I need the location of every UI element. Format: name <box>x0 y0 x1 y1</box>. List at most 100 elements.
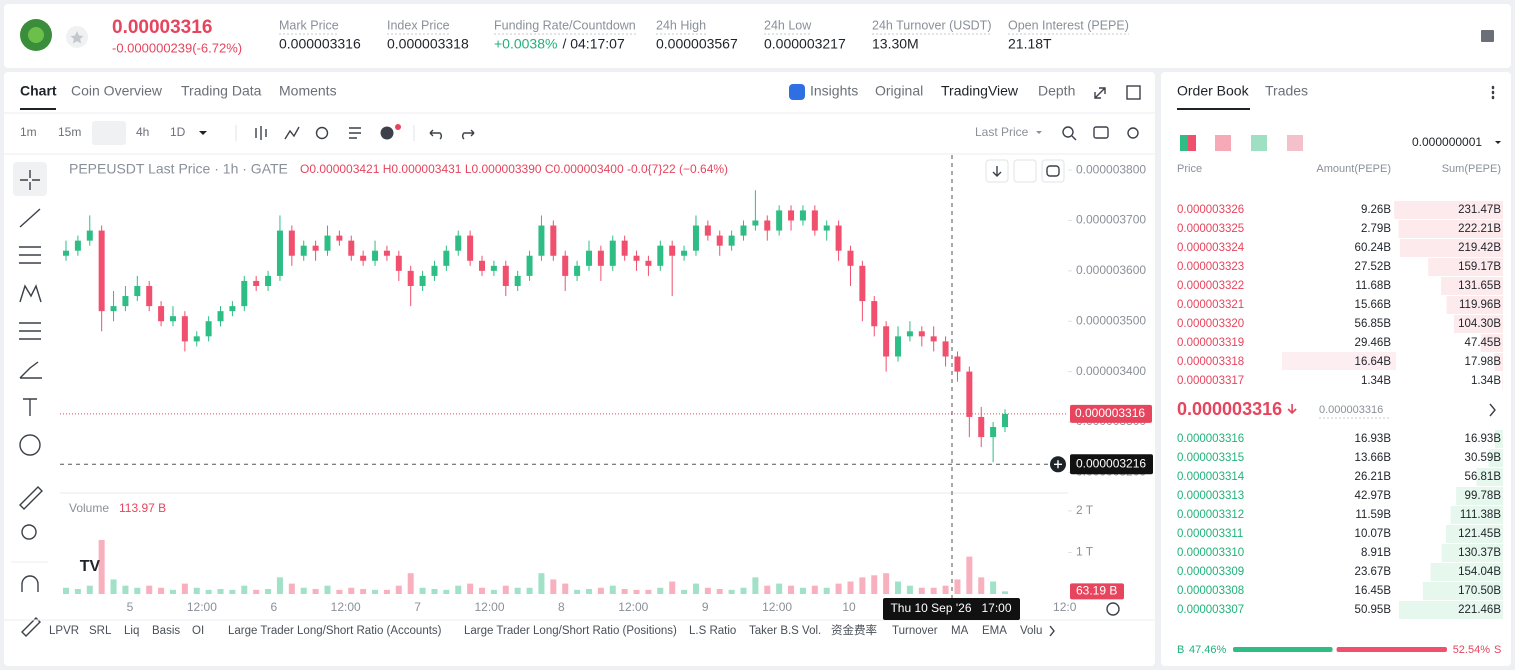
indicator[interactable]: Volu <box>1020 625 1042 637</box>
candle-body <box>372 250 379 261</box>
volume-bar <box>419 587 426 594</box>
book-price[interactable]: 0.000003322 <box>1177 280 1244 292</box>
zoom-tool[interactable] <box>21 524 37 540</box>
price-type[interactable]: Last Price <box>975 125 1029 139</box>
indicator[interactable]: SRL <box>89 625 112 637</box>
indicator[interactable]: Large Trader Long/Short Ratio (Positions… <box>464 625 677 637</box>
search-icon[interactable] <box>1062 126 1074 138</box>
interval[interactable]: 4h <box>136 125 149 139</box>
volume-bar <box>395 585 402 594</box>
book-price[interactable]: 0.000003324 <box>1177 242 1245 254</box>
book-bids-icon[interactable] <box>1251 135 1267 151</box>
book-price[interactable]: 0.000003317 <box>1177 375 1244 387</box>
brush-tool[interactable] <box>19 361 42 379</box>
channel-tool[interactable] <box>19 246 41 264</box>
book-price[interactable]: 0.000003323 <box>1177 261 1244 273</box>
text-tool[interactable] <box>23 398 37 416</box>
dropdown-arrow[interactable] <box>199 131 207 135</box>
more-arrow[interactable] <box>1049 625 1055 637</box>
view-tab[interactable]: Depth <box>1038 83 1075 99</box>
buy-ratio: 47.46% <box>1189 644 1227 656</box>
book-price[interactable]: 0.000003312 <box>1177 509 1244 521</box>
ruler-tool[interactable] <box>19 486 43 510</box>
dropdown-arrow[interactable] <box>1036 131 1042 134</box>
indicator-icon[interactable] <box>284 126 300 140</box>
dropdown-arrow[interactable] <box>1495 141 1501 144</box>
book-tab[interactable]: Order Book <box>1177 83 1250 99</box>
add-icon[interactable] <box>380 126 394 140</box>
view-tab[interactable]: Insights <box>810 83 858 99</box>
indicator[interactable]: Large Trader Long/Short Ratio (Accounts) <box>228 625 442 637</box>
line-tool[interactable] <box>19 208 41 228</box>
indicator[interactable]: EMA <box>982 625 1007 637</box>
book-price[interactable]: 0.000003307 <box>1177 604 1244 616</box>
undo-icon[interactable] <box>429 129 442 140</box>
book-price[interactable]: 0.000003321 <box>1177 299 1244 311</box>
expand-icon[interactable] <box>1094 87 1106 99</box>
tab[interactable]: Moments <box>279 83 337 99</box>
volume-bar <box>217 589 224 594</box>
candle-body <box>871 301 878 327</box>
book-price[interactable]: 0.000003313 <box>1177 490 1244 502</box>
book-asks-icon[interactable] <box>1215 135 1231 151</box>
candle-type-icon[interactable] <box>255 126 267 140</box>
indicator[interactable]: MA <box>951 625 969 637</box>
indicator[interactable]: Taker B.S Vol. <box>749 625 821 637</box>
replay-icon[interactable] <box>315 126 329 140</box>
collapse-button[interactable] <box>1013 159 1037 183</box>
tab[interactable]: Chart <box>20 83 57 99</box>
book-price[interactable]: 0.000003316 <box>1177 433 1244 445</box>
magnet-tool[interactable] <box>21 575 39 592</box>
book-price[interactable]: 0.000003314 <box>1177 471 1245 483</box>
menu-icon[interactable] <box>1481 30 1494 42</box>
tab[interactable]: Coin Overview <box>71 83 163 99</box>
interval[interactable]: 15m <box>58 125 81 139</box>
precision[interactable]: 0.000000001 <box>1412 135 1482 149</box>
book-price[interactable]: 0.000003308 <box>1177 585 1244 597</box>
fullscreen-button[interactable] <box>1041 159 1065 183</box>
emoji-tool[interactable] <box>19 434 41 456</box>
book-price[interactable]: 0.000003315 <box>1177 452 1244 464</box>
book-price[interactable]: 0.000003320 <box>1177 318 1244 330</box>
book-layout-icon[interactable] <box>1180 135 1188 151</box>
candle-body <box>657 245 664 266</box>
axis-settings[interactable] <box>1106 602 1120 616</box>
indicator[interactable]: Basis <box>152 625 180 637</box>
indicator[interactable]: L.S Ratio <box>689 625 736 637</box>
pen-tool[interactable] <box>21 617 41 637</box>
badge <box>395 124 401 130</box>
book-price[interactable]: 0.000003326 <box>1177 204 1244 216</box>
book-price[interactable]: 0.000003309 <box>1177 566 1244 578</box>
settings-icon[interactable] <box>1127 127 1139 139</box>
camera-icon[interactable] <box>1093 126 1109 139</box>
detail-arrow[interactable] <box>1489 403 1496 417</box>
pattern-tool[interactable] <box>19 284 42 303</box>
book-price[interactable]: 0.000003319 <box>1177 337 1244 349</box>
crosshair-tool[interactable] <box>20 170 40 190</box>
indicator[interactable]: Turnover <box>892 625 938 637</box>
indicator[interactable]: 资金费率 <box>831 623 877 637</box>
book-price[interactable]: 0.000003325 <box>1177 223 1244 235</box>
volume-bar <box>467 583 474 594</box>
book-grouped-icon[interactable] <box>1287 135 1303 151</box>
indicator[interactable]: OI <box>192 625 204 637</box>
fib-tool[interactable] <box>19 322 41 340</box>
interval[interactable]: 1m <box>20 125 37 139</box>
interval[interactable]: 1D <box>170 125 186 139</box>
indicator[interactable]: Liq <box>124 625 139 637</box>
book-price[interactable]: 0.000003311 <box>1177 528 1243 540</box>
book-sum: 121.45B <box>1458 528 1501 540</box>
template-icon[interactable] <box>349 127 361 139</box>
book-tab[interactable]: Trades <box>1265 83 1308 99</box>
view-tab[interactable]: Original <box>875 83 923 99</box>
volume-bar <box>312 589 319 594</box>
book-price[interactable]: 0.000003318 <box>1177 356 1244 368</box>
indicator[interactable]: LPVR <box>49 625 79 637</box>
redo-icon[interactable] <box>462 129 475 140</box>
candle-body <box>158 306 165 322</box>
header-panel <box>4 4 1511 68</box>
window-icon[interactable] <box>1126 85 1141 100</box>
tab[interactable]: Trading Data <box>181 83 262 99</box>
view-tab[interactable]: TradingView <box>941 83 1019 99</box>
book-price[interactable]: 0.000003310 <box>1177 547 1244 559</box>
